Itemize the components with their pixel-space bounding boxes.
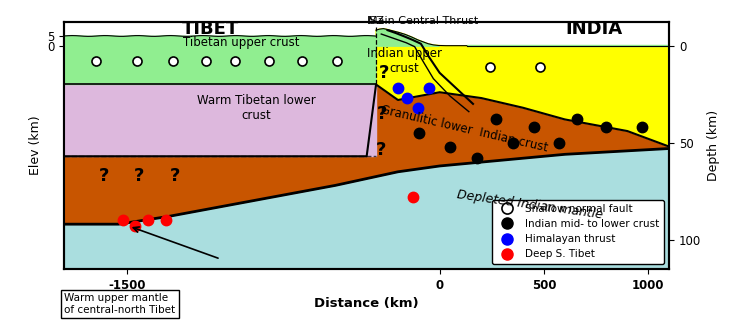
Polygon shape: [466, 45, 669, 46]
Text: ?: ?: [377, 105, 388, 123]
Text: ?: ?: [134, 167, 144, 185]
Text: Depleted Indian mantle: Depleted Indian mantle: [456, 188, 603, 221]
Y-axis label: Depth (km): Depth (km): [707, 110, 720, 181]
Text: ISZ: ISZ: [367, 16, 385, 26]
Text: TIBET: TIBET: [181, 20, 239, 38]
X-axis label: Distance (km): Distance (km): [314, 297, 419, 310]
Polygon shape: [376, 28, 669, 147]
Polygon shape: [64, 84, 376, 156]
Legend: Shallow normal fault, Indian mid- to lower crust, Himalayan thrust, Deep S. Tibe: Shallow normal fault, Indian mid- to low…: [492, 200, 664, 264]
Text: ?: ?: [99, 167, 109, 185]
Polygon shape: [64, 36, 376, 84]
Text: INDIA: INDIA: [565, 20, 622, 38]
Text: Main Central Thrust: Main Central Thrust: [368, 16, 478, 26]
Text: Warm Tibetan lower
crust: Warm Tibetan lower crust: [197, 94, 315, 122]
Text: Indian upper
crust: Indian upper crust: [367, 47, 442, 75]
Text: Granulitic lower  Indian crust: Granulitic lower Indian crust: [380, 103, 550, 155]
Polygon shape: [64, 148, 669, 269]
Text: ?: ?: [376, 141, 386, 159]
Text: ?: ?: [169, 167, 180, 185]
Text: ?: ?: [380, 64, 389, 82]
Polygon shape: [64, 84, 669, 224]
Text: Warm upper mantle
of central-north Tibet: Warm upper mantle of central-north Tibet: [64, 293, 175, 315]
Text: Tibetan upper crust: Tibetan upper crust: [183, 36, 300, 49]
Polygon shape: [64, 172, 398, 224]
Y-axis label: Elev (km): Elev (km): [29, 116, 42, 175]
